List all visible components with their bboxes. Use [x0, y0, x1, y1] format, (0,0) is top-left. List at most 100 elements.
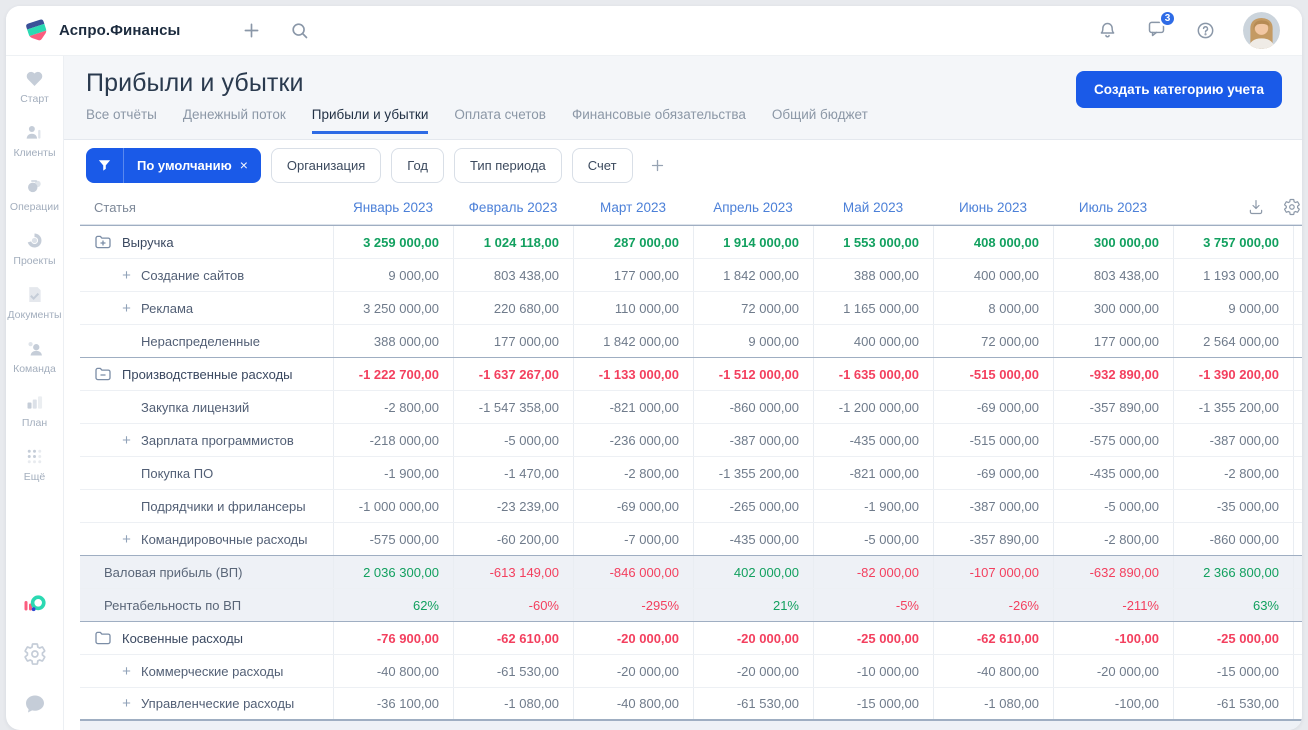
row-label[interactable]: + Управленческие расходы	[80, 688, 333, 719]
cell-value: -69 000,00	[573, 490, 693, 522]
messages-icon[interactable]	[1145, 17, 1167, 39]
settings-icon[interactable]	[1283, 198, 1301, 216]
tab-report[interactable]: Оплата счетов	[454, 107, 546, 122]
bell-icon[interactable]	[1096, 20, 1118, 42]
cell-overflow	[1293, 490, 1302, 522]
row-label[interactable]: + Покупка ПО	[80, 457, 333, 489]
filter-chip[interactable]: Тип периода	[453, 147, 562, 183]
search-icon[interactable]	[288, 20, 310, 42]
cell-value: -821 000,00	[573, 391, 693, 423]
folder-plus-icon[interactable]	[94, 233, 112, 251]
remove-filter-icon[interactable]: ×	[239, 157, 248, 173]
sidebar-item-label: Ещё	[23, 471, 46, 483]
row-label[interactable]: + Реклама	[80, 292, 333, 324]
row-label[interactable]: + Коммерческие расходы	[80, 655, 333, 687]
expand-plus-icon[interactable]: +	[122, 266, 131, 284]
sidebar-item-plan[interactable]: План	[7, 392, 61, 429]
row-label-text: Нераспределенные	[141, 333, 260, 349]
filter-chip[interactable]: Год	[391, 147, 444, 183]
expand-plus-icon[interactable]: +	[122, 695, 131, 712]
tab-active-report[interactable]: Прибыли и убытки	[311, 107, 429, 134]
cell-value: 1 842 000,00	[573, 325, 693, 357]
help-icon[interactable]	[1194, 20, 1216, 42]
tab-report[interactable]: Все отчёты	[86, 107, 157, 122]
create-category-button[interactable]: Создать категорию учета	[1076, 71, 1282, 108]
column-header-month: Февраль 2023	[468, 199, 558, 215]
create-plus-icon[interactable]	[240, 20, 262, 42]
cell-value: -218 000,00	[333, 424, 453, 456]
tab-report[interactable]: Денежный поток	[182, 107, 286, 122]
app-name: Аспро.Финансы	[59, 22, 181, 39]
row-label[interactable]: + Зарплата программистов	[80, 424, 333, 456]
cell-value: -1 900,00	[333, 457, 453, 489]
table-row[interactable]: Рентабельность по ВП 62% -60% -295% 21% -5% -…	[80, 588, 1302, 621]
table-row[interactable]: + Закупка лицензий -2 800,00-1 547 358,0…	[80, 390, 1302, 423]
table-row[interactable]: + Зарплата программистов -218 000,00 -5 0…	[80, 423, 1302, 456]
cell-value: -515 000,00	[933, 358, 1053, 390]
cell-value: 1 024 118,00	[453, 226, 573, 258]
cell-value: -25 000,00	[813, 622, 933, 654]
table-row[interactable]: + Создание сайтов 9 000,00 803 438,00 177 …	[80, 258, 1302, 291]
table-row[interactable]: + Покупка ПО -1 900,00-1 470,00-2 800,00…	[80, 456, 1302, 489]
folder-icon[interactable]	[94, 629, 112, 647]
app-logo[interactable]: Аспро.Финансы	[24, 18, 180, 44]
cell-value: -860 000,00	[1173, 523, 1293, 555]
row-label[interactable]: + Подрядчики и фрилансеры	[80, 490, 333, 522]
table-row[interactable]: + Командировочные расходы -575 000,00 -60…	[80, 522, 1302, 555]
sidebar-item-team[interactable]: Команда	[7, 338, 61, 375]
sidebar-item-more[interactable]: Ещё	[7, 446, 61, 483]
table-row[interactable]: Выручка 3 259 000,00 1 024 118,00 287 000,…	[80, 225, 1302, 258]
row-label[interactable]: Производственные расходы	[80, 358, 333, 390]
cell-value: -20 000,00	[1053, 655, 1173, 687]
sidebar-item-operations[interactable]: Операции	[7, 176, 61, 213]
heart-icon	[24, 68, 45, 89]
filter-chip[interactable]: Организация	[270, 147, 382, 183]
row-label[interactable]: Выручка	[80, 226, 333, 258]
row-label[interactable]: + Создание сайтов	[80, 259, 333, 291]
row-label[interactable]: + Командировочные расходы	[80, 523, 333, 555]
user-avatar[interactable]	[1243, 12, 1280, 49]
cell-value: 3 259 000,00	[333, 226, 453, 258]
table-row[interactable]: + Реклама 3 250 000,00 220 680,00 110 000,…	[80, 291, 1302, 324]
filter-chip[interactable]: Счет	[571, 147, 633, 183]
row-label[interactable]: + Нераспределенные	[80, 325, 333, 357]
table-row[interactable]: Косвенные расходы -76 900,00 -62 610,00 -2…	[80, 621, 1302, 654]
sidebar-item-clients[interactable]: Клиенты	[7, 122, 61, 159]
cell-value: -35 000,00	[1173, 490, 1293, 522]
cell-value: 72 000,00	[933, 325, 1053, 357]
expand-plus-icon[interactable]: +	[122, 530, 131, 548]
cell-value: -107 000,00	[933, 556, 1053, 588]
documents-icon	[24, 284, 45, 305]
cell-value: 2 366 800,00	[1173, 556, 1293, 588]
column-header-month: Июль 2023	[1078, 199, 1148, 215]
row-label[interactable]: Косвенные расходы	[80, 622, 333, 654]
table-row[interactable]: Производственные расходы -1 222 700,00 -1…	[80, 357, 1302, 390]
download-icon[interactable]	[1247, 198, 1265, 216]
expand-plus-icon[interactable]: +	[122, 299, 131, 317]
cell-value: -60 200,00	[453, 523, 573, 555]
row-label[interactable]: + Закупка лицензий	[80, 391, 333, 423]
table-row[interactable]: + Управленческие расходы -36 100,00 -1 08…	[80, 687, 1302, 720]
table-row[interactable]: Валовая прибыль (ВП) 2 036 300,00 -613 14…	[80, 555, 1302, 588]
expand-plus-icon[interactable]: +	[122, 662, 131, 680]
sidebar-item-documents[interactable]: Документы	[7, 284, 62, 321]
aspro-mark-icon[interactable]	[23, 592, 47, 616]
table-row[interactable]: + Подрядчики и фрилансеры -1 000 000,00-…	[80, 489, 1302, 522]
default-filter-chip[interactable]: По умолчанию ×	[86, 147, 261, 183]
sidebar-item-projects[interactable]: Проекты	[7, 230, 61, 267]
operations-icon	[24, 176, 45, 197]
sidebar-item-start[interactable]: Старт	[7, 68, 61, 105]
expand-plus-icon[interactable]: +	[122, 431, 131, 449]
tab-report[interactable]: Финансовые обязательства	[571, 107, 746, 122]
cell-value: -61 530,00	[453, 655, 573, 687]
gear-icon[interactable]	[23, 642, 47, 666]
folder-minus-icon[interactable]	[94, 365, 112, 383]
chat-bubble-icon[interactable]	[23, 692, 47, 716]
tab-report[interactable]: Общий бюджет	[771, 107, 868, 122]
cell-overflow	[1293, 688, 1302, 719]
table-row[interactable]: + Коммерческие расходы -40 800,00 -61 530…	[80, 654, 1302, 687]
cell-value: -515 000,00	[933, 424, 1053, 456]
cell-value: -40 800,00	[573, 688, 693, 719]
add-filter-icon[interactable]	[643, 150, 673, 180]
